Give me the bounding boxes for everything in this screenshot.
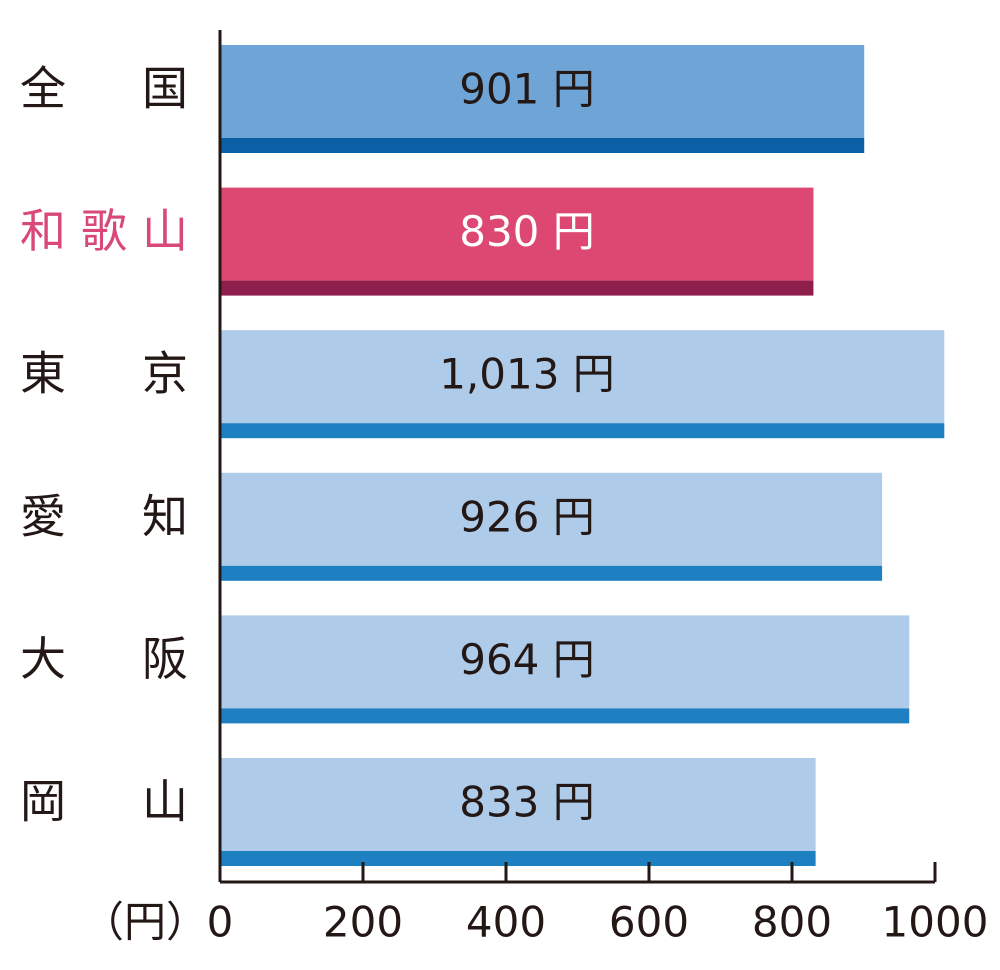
- bar-stripe: [220, 423, 945, 439]
- category-label: 岡 山: [20, 775, 188, 829]
- bar: [220, 758, 816, 851]
- x-tick-label: 0: [207, 898, 234, 947]
- category-label: 大 阪: [20, 632, 188, 686]
- value-label: 1,013 円: [439, 350, 615, 399]
- category-label: 東 京: [20, 347, 188, 401]
- bar-stripe: [220, 851, 816, 866]
- x-tick-label: 1000: [882, 898, 989, 947]
- value-label: 964 円: [459, 635, 595, 684]
- x-axis-label: （円）: [82, 898, 208, 947]
- value-label: 830 円: [459, 207, 595, 256]
- x-tick-label: 800: [752, 898, 832, 947]
- bar: [220, 330, 945, 424]
- bar-stripe: [220, 280, 814, 296]
- category-label: 和歌山: [20, 204, 188, 258]
- bar-stripe: [220, 565, 883, 581]
- bar: [220, 45, 865, 138]
- bar-stripe: [220, 708, 910, 724]
- x-tick-label: 600: [609, 898, 689, 947]
- bar: [220, 187, 814, 281]
- bar: [220, 472, 883, 566]
- category-label: 愛 知: [20, 489, 188, 543]
- x-tick-label: 200: [323, 898, 403, 947]
- value-label: 901 円: [459, 65, 595, 114]
- value-label: 833 円: [459, 778, 595, 827]
- bar-stripe: [220, 138, 865, 153]
- category-label: 全 国: [20, 62, 188, 116]
- x-tick-label: 400: [466, 898, 546, 947]
- bar: [220, 615, 910, 709]
- value-label: 926 円: [459, 492, 595, 541]
